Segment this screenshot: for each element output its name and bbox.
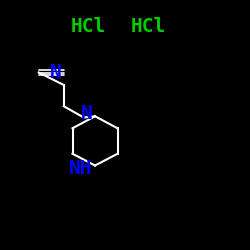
Text: N: N: [81, 104, 92, 123]
Text: N: N: [50, 63, 61, 82]
Text: HCl: HCl: [71, 17, 106, 36]
Text: HCl: HCl: [131, 17, 166, 36]
Text: NH: NH: [69, 158, 92, 178]
